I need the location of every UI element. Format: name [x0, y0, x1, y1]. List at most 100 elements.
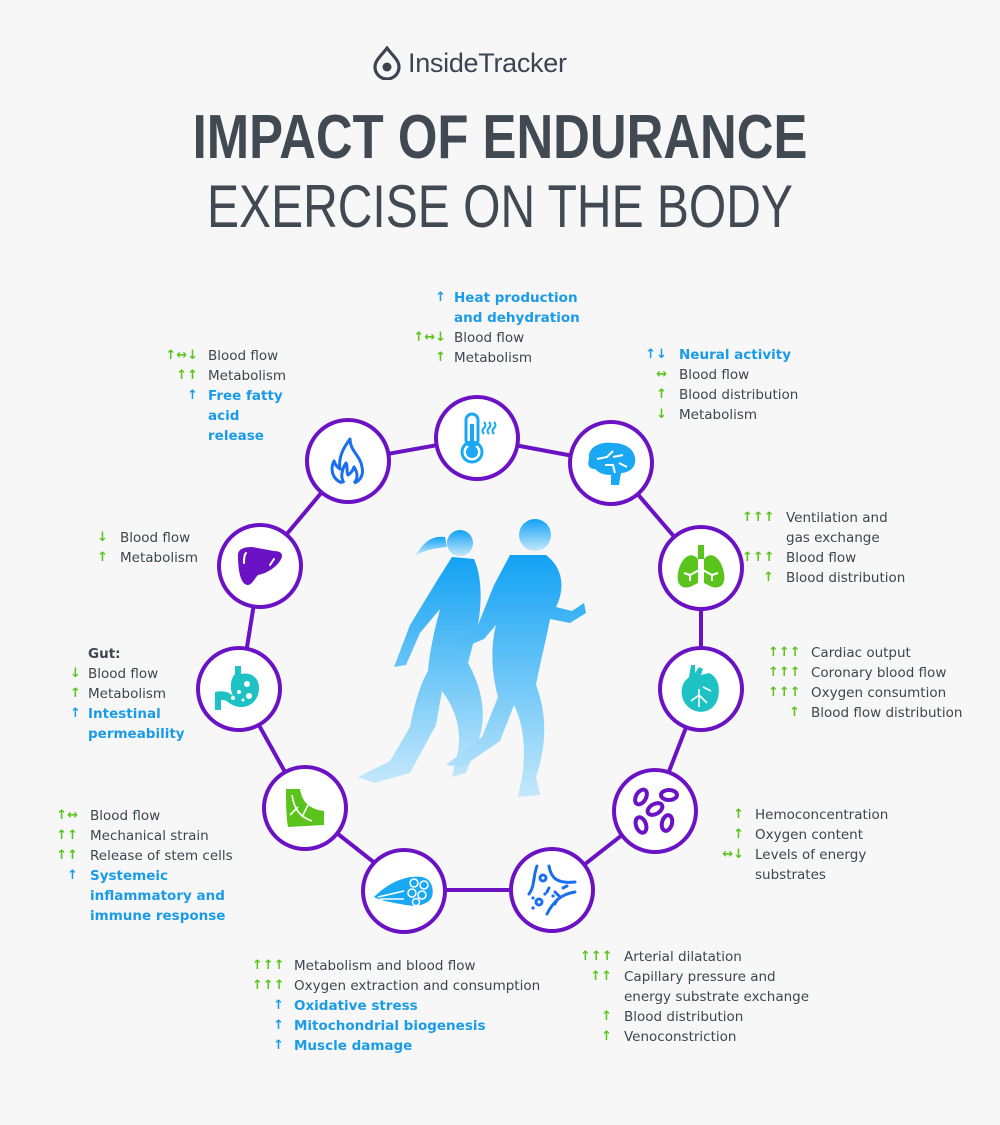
effect-label: Oxidative stress [294, 998, 418, 1014]
effects-blood: ↑ Hemoconcentration ↑ Oxygen content ↔↓ Lev… [712, 805, 888, 885]
flame-icon [330, 437, 364, 485]
drop-icon [373, 46, 401, 80]
effect-label: Blood distribution [786, 570, 906, 586]
effect-row: ↑ Heat production and dehydration [398, 288, 584, 328]
effect-label: Blood distribution [624, 1009, 744, 1025]
node-fat [305, 418, 391, 504]
effect-label: Metabolism [208, 368, 287, 384]
effect-row: ↑ Mitochondrial biogenesis [252, 1016, 540, 1036]
effect-row: ↑ Blood distribution [643, 385, 798, 405]
arrow-indicator: ↑↑ [590, 969, 612, 984]
effect-row: ↑↑↑ Metabolism and blood flow [252, 956, 540, 976]
effect-label: Metabolism and blood flow [294, 958, 476, 974]
effect-row: ↑ Hemoconcentration [712, 805, 888, 825]
effect-label: Levels of energy substrates [755, 847, 867, 883]
effect-row: ↑ Oxygen content [712, 825, 888, 845]
effect-row: ↑↔↓ Blood flow [398, 328, 584, 348]
effects-thermoregulation: ↑ Heat production and dehydration ↑↔↓ Bloo… [398, 288, 584, 368]
effects-gut: Gut: ↓ Blood flow ↑ Metabolism ↑ Intestinal… [70, 644, 188, 744]
effect-row: ↑ Free fatty acid release [152, 386, 298, 446]
effect-row: ↑↑ Release of stem cells [50, 846, 270, 866]
arrow-indicator: ↑ [601, 1029, 612, 1044]
effect-label: Blood flow [679, 367, 750, 383]
effect-row: ↑ Metabolism [70, 684, 188, 704]
effect-row: ↑ Oxidative stress [252, 996, 540, 1016]
effect-label: Neural activity [679, 347, 792, 363]
effect-row: ↑ Venoconstriction [580, 1027, 824, 1047]
arrow-indicator: ↑ [763, 570, 774, 585]
effect-row: ↑↓ Neural activity [643, 345, 798, 365]
effect-label: Arterial dilatation [624, 949, 742, 965]
arrow-indicator: ↑↑ [56, 848, 78, 863]
arrow-indicator: ↑↓ [645, 347, 667, 362]
arrow-indicator: ↑ [187, 388, 198, 403]
arrow-indicator: ↑ [733, 827, 744, 842]
effect-label: Cardiac output [811, 645, 911, 661]
effect-row: ↑↑↑ Cardiac output [768, 643, 962, 663]
arrow-indicator: ↑ [97, 550, 108, 565]
node-brain [568, 420, 654, 506]
effect-row: ↑↑↑ Oxygen extraction and consumption [252, 976, 540, 996]
arrow-indicator: ↑↔↓ [413, 330, 446, 345]
effect-row: ↑↔↓ Blood flow [152, 346, 298, 366]
arrow-indicator: ↑ [273, 1018, 284, 1033]
effect-label: Blood flow [786, 550, 857, 566]
effect-label: Metabolism [120, 550, 199, 566]
node-lungs [658, 525, 744, 611]
arrow-indicator: ↑ [435, 290, 446, 305]
arrow-indicator: ↓ [97, 530, 108, 545]
bone-joint-icon [286, 789, 324, 827]
arrow-indicator: ↑↑↑ [252, 958, 285, 973]
effect-label: Hemoconcentration [755, 807, 889, 823]
arrow-indicator: ↑↔ [56, 808, 78, 823]
effect-label: Intestinal permeability [88, 706, 185, 742]
effect-label: Ventilation and gas exchange [786, 510, 888, 546]
effects-muscle: ↑↑↑ Metabolism and blood flow ↑↑↑ Oxygen e… [252, 956, 540, 1056]
gut-heading: Gut: [88, 646, 121, 662]
arrow-indicator: ↑↑↑ [768, 665, 801, 680]
effect-row: ↑ Muscle damage [252, 1036, 540, 1056]
effect-row: ↑↑↑ Ventilation and gas exchange [742, 508, 906, 548]
arrow-indicator: ↑ [601, 1009, 612, 1024]
arrow-indicator: ↑↑↑ [742, 550, 775, 565]
effects-brain: ↑↓ Neural activity ↔ Blood flow ↑ Blood dis… [643, 345, 798, 425]
node-thermoregulation [434, 395, 520, 481]
effect-row: ↔ Blood flow [643, 365, 798, 385]
arrow-indicator: ↑ [67, 868, 78, 883]
node-liver [217, 523, 303, 609]
brand-name: InsideTracker [408, 47, 567, 78]
arrow-indicator: ↓ [70, 666, 81, 681]
effect-label: Metabolism [88, 686, 167, 702]
effect-row: ↑↑ Metabolism [152, 366, 298, 386]
effect-label: Capillary pressure and energy substrate … [624, 969, 810, 1005]
arrow-indicator: ↑↑ [176, 368, 198, 383]
effect-row: ↑ Intestinal permeability [70, 704, 188, 744]
effects-heart: ↑↑↑ Cardiac output ↑↑↑ Coronary blood flow… [768, 643, 962, 723]
muscle-fiber-icon [374, 876, 433, 907]
effect-row: ↑↑↑ Blood flow [742, 548, 906, 568]
lungs-icon [677, 545, 725, 588]
effect-row: ↓ Blood flow [70, 664, 188, 684]
node-vessels [509, 847, 595, 933]
effects-fat: ↑↔↓ Blood flow ↑↑ Metabolism ↑ Free fatty a… [152, 346, 298, 446]
node-bone [262, 765, 348, 851]
effect-row: ↑ Blood distribution [580, 1007, 824, 1027]
effect-row: ↑ Blood distribution [742, 568, 906, 588]
effect-label: Mechanical strain [90, 828, 209, 844]
arrow-indicator: ↑↑ [56, 828, 78, 843]
effect-row: ↑↑↑ Coronary blood flow [768, 663, 962, 683]
effect-row: ↑ Metabolism [398, 348, 584, 368]
effect-label: Blood distribution [679, 387, 799, 403]
arrow-indicator: ↔ [656, 367, 667, 382]
node-muscle [361, 848, 447, 934]
effect-label: Coronary blood flow [811, 665, 947, 681]
effect-label: Metabolism [454, 350, 533, 366]
arrow-indicator: ↑↑↑ [252, 978, 285, 993]
effect-label: Muscle damage [294, 1038, 413, 1054]
effect-row: ↑↑↑ Arterial dilatation [580, 947, 824, 967]
brain-icon [588, 442, 636, 485]
node-blood [612, 768, 698, 854]
arrow-indicator: ↑↑↑ [742, 510, 775, 525]
effect-label: Free fatty acid release [208, 388, 283, 444]
arrow-indicator: ↑↑↑ [768, 685, 801, 700]
